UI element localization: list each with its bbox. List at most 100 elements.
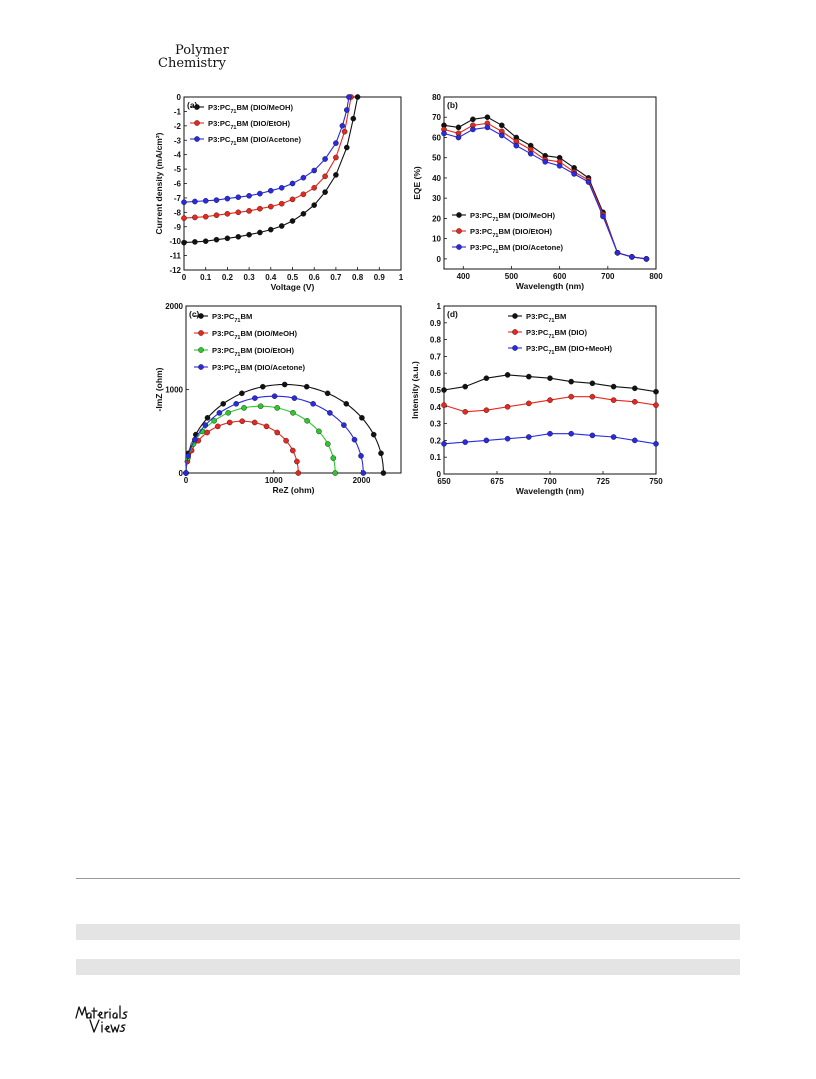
data-point <box>350 115 357 122</box>
data-point <box>631 399 638 405</box>
series-line <box>185 383 384 474</box>
data-point <box>257 403 264 409</box>
x-tick-label: 650 <box>437 477 451 486</box>
data-point <box>470 116 476 123</box>
data-point <box>289 218 296 224</box>
panel-label: (d) <box>447 309 458 319</box>
data-point <box>504 435 511 442</box>
data-point <box>192 436 198 443</box>
data-point <box>556 163 563 169</box>
data-point <box>585 179 592 185</box>
data-point <box>220 401 226 407</box>
data-point <box>211 418 217 424</box>
y-tick-label: -7 <box>174 194 182 203</box>
x-tick-label: 0.6 <box>309 273 321 282</box>
y-tick-label: 0.1 <box>430 453 442 462</box>
data-point <box>499 132 505 139</box>
y-tick-label: 80 <box>432 93 441 102</box>
data-point <box>332 470 338 476</box>
data-point <box>181 239 187 246</box>
plot-frame <box>443 96 657 270</box>
data-point <box>462 383 469 390</box>
x-axis-title: Voltage (V) <box>271 282 315 292</box>
data-point <box>504 404 511 410</box>
legend-entry: P3:PC71BM (DIO/EtOH) <box>208 119 291 131</box>
x-tick-label: 0.1 <box>200 273 212 282</box>
x-tick-label: 700 <box>601 272 615 281</box>
data-point <box>462 439 469 445</box>
legend-entry: P3:PC71BM (DIO/MeOH) <box>208 103 293 115</box>
data-point <box>341 422 347 428</box>
data-point <box>589 393 596 400</box>
data-point <box>300 174 307 181</box>
data-point <box>351 436 358 443</box>
legend-entry: P3:PC71BM (DIO/Acetone) <box>470 243 564 255</box>
data-point <box>547 375 553 381</box>
data-point <box>290 410 296 416</box>
data-point <box>316 428 322 435</box>
data-point <box>378 450 384 457</box>
data-point <box>235 209 242 216</box>
chart-panel-d: 650 675 700 725 750 0 0.1 0.2 0.3 0.4 0.5 0.6 0.7 0.8… <box>410 302 663 496</box>
series-line <box>443 116 647 260</box>
data-point <box>322 189 328 195</box>
data-point <box>257 190 263 197</box>
y-tick-label: -11 <box>170 252 182 261</box>
x-tick-label: 725 <box>596 477 610 486</box>
data-point <box>192 239 198 245</box>
data-point <box>257 205 263 212</box>
data-point <box>441 440 447 447</box>
legend-swatch-marker <box>456 228 462 234</box>
y-tick-label: 50 <box>432 154 441 163</box>
data-point <box>202 422 209 428</box>
materials-views-logo <box>75 1005 128 1033</box>
x-tick-label: 0.4 <box>265 273 277 282</box>
legend-swatch-marker <box>198 364 204 370</box>
data-point <box>343 144 350 151</box>
legend-swatch-marker <box>512 345 518 351</box>
data-point <box>358 453 364 459</box>
data-point <box>526 400 532 407</box>
y-tick-label: 0.9 <box>430 319 442 328</box>
data-point <box>610 383 617 390</box>
data-point <box>333 154 339 161</box>
x-tick-label: 750 <box>649 477 663 486</box>
legend-entry: P3:PC71BM <box>526 312 566 324</box>
data-point <box>526 434 532 440</box>
data-point <box>281 381 288 388</box>
data-point <box>513 142 520 149</box>
data-point <box>568 430 574 437</box>
data-point <box>470 126 476 133</box>
data-point <box>271 393 278 399</box>
footer-bar-1 <box>76 924 740 940</box>
y-tick-label: -4 <box>174 151 182 160</box>
data-point <box>289 447 296 454</box>
x-tick-label: 0.2 <box>222 273 234 282</box>
y-axis-title: Intensity (a.u.) <box>410 361 420 419</box>
x-tick-label: 0.9 <box>374 273 386 282</box>
y-tick-label: -2 <box>174 122 182 131</box>
data-point <box>571 171 577 177</box>
data-point <box>568 393 574 400</box>
y-tick-label: 0 <box>179 469 184 478</box>
legend-swatch-marker <box>194 120 200 126</box>
legend-swatch-marker <box>194 104 200 110</box>
y-tick-label: 2000 <box>165 302 183 311</box>
y-axis-title: EQE (%) <box>412 166 422 200</box>
data-point <box>235 233 242 240</box>
data-point <box>360 470 367 476</box>
data-point <box>268 187 274 194</box>
legend-swatch-marker <box>198 313 204 319</box>
data-point <box>653 388 659 395</box>
data-point <box>324 441 331 447</box>
y-tick-label: 60 <box>432 133 441 142</box>
data-point <box>224 195 231 202</box>
legend-entry: P3:PC71BM (DIO/EtOH) <box>470 227 553 239</box>
y-tick-label: 1 <box>437 302 442 311</box>
data-point <box>346 94 352 100</box>
data-point <box>274 429 280 436</box>
legend-entry: P3:PC71BM (DIO/Acetone) <box>212 363 306 375</box>
plot-frame <box>443 305 657 475</box>
legend-entry: P3:PC71BM (DIO/EtOH) <box>212 346 295 358</box>
data-point <box>441 130 447 137</box>
